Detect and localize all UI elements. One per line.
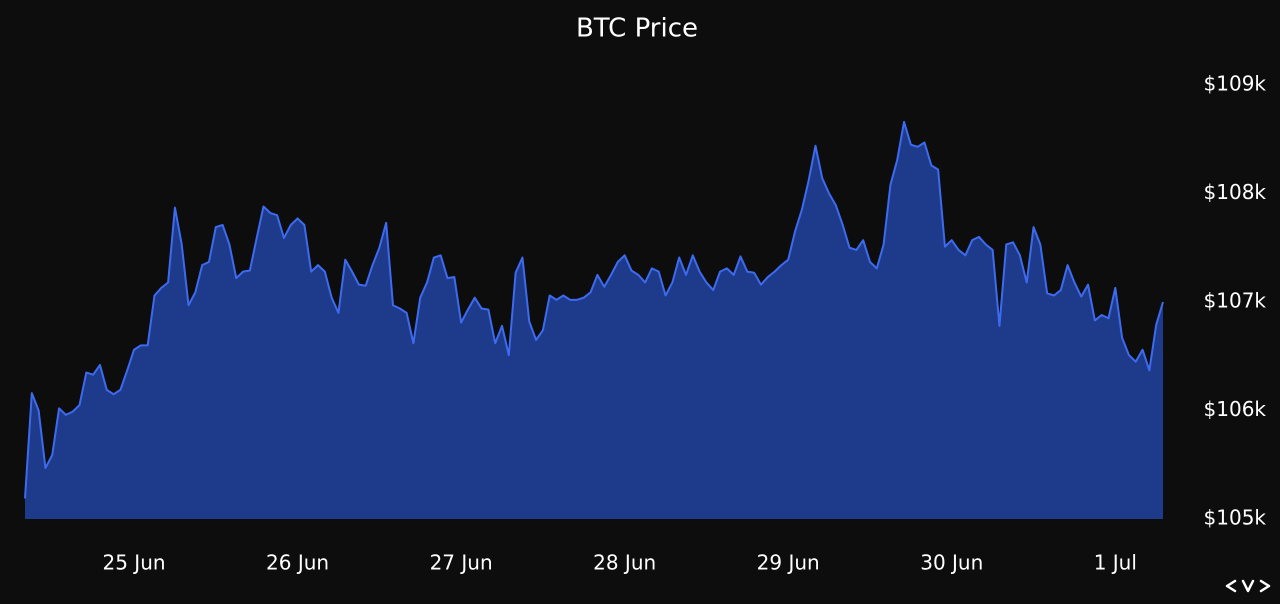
y-tick-label: $105k	[1204, 506, 1267, 530]
next-button[interactable]	[1259, 579, 1271, 593]
menu-button[interactable]	[1241, 579, 1255, 593]
nav-buttons	[1225, 579, 1271, 593]
prev-button[interactable]	[1225, 579, 1237, 593]
x-tick-label: 25 Jun	[102, 551, 165, 575]
chart-title: BTC Price	[576, 14, 698, 44]
y-tick-label: $109k	[1204, 72, 1267, 96]
x-tick-label: 1 Jul	[1094, 551, 1137, 575]
price-line	[24, 120, 1164, 499]
y-tick-label: $106k	[1204, 397, 1267, 421]
x-tick-label: 26 Jun	[266, 551, 329, 575]
area-fill	[25, 121, 1163, 519]
y-tick-label: $107k	[1204, 289, 1267, 313]
x-tick-label: 28 Jun	[593, 551, 656, 575]
x-tick-label: 29 Jun	[757, 551, 820, 575]
x-tick-label: 30 Jun	[920, 551, 983, 575]
x-tick-label: 27 Jun	[430, 551, 493, 575]
y-tick-label: $108k	[1204, 180, 1267, 204]
